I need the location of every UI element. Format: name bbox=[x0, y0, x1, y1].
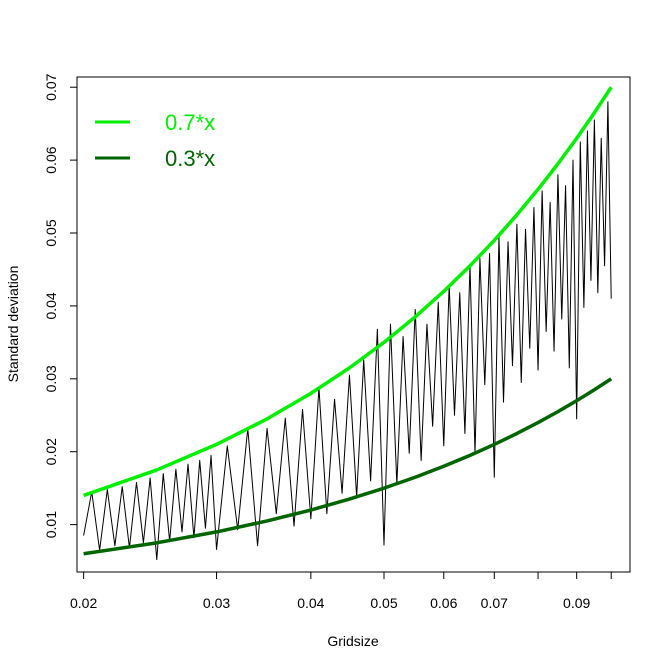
y-tick-label: 0.05 bbox=[43, 219, 59, 246]
series-line-2 bbox=[83, 101, 612, 561]
x-axis: 0.02 0.03 0.04 0.05 0.06 0.07 0.09 bbox=[70, 571, 612, 611]
x-tick-label: 0.06 bbox=[430, 595, 457, 611]
y-axis-label: Standard deviation bbox=[5, 266, 21, 383]
y-tick-label: 0.01 bbox=[43, 511, 59, 538]
x-tick-label: 0.07 bbox=[481, 595, 508, 611]
x-tick-label: 0.09 bbox=[563, 595, 590, 611]
series-line-0 bbox=[83, 86, 613, 498]
x-tick-label: 0.04 bbox=[297, 595, 324, 611]
legend-label-1: 0.3*x bbox=[165, 146, 215, 171]
x-tick-label: 0.03 bbox=[203, 595, 230, 611]
series-line-1 bbox=[83, 377, 613, 556]
legend: 0.7*x 0.3*x bbox=[95, 110, 215, 171]
x-axis-label: Gridsize bbox=[327, 633, 379, 649]
y-tick-label: 0.06 bbox=[43, 146, 59, 173]
y-tick-label: 0.03 bbox=[43, 365, 59, 392]
legend-label-0: 0.7*x bbox=[165, 110, 215, 135]
y-tick-label: 0.07 bbox=[43, 73, 59, 100]
y-axis: 0.01 0.02 0.03 0.04 0.05 0.06 0.07 bbox=[43, 73, 78, 538]
y-tick-label: 0.04 bbox=[43, 292, 59, 319]
x-tick-label: 0.02 bbox=[70, 595, 97, 611]
series-layer bbox=[83, 86, 613, 561]
x-tick-label: 0.05 bbox=[370, 595, 397, 611]
y-tick-label: 0.02 bbox=[43, 438, 59, 465]
